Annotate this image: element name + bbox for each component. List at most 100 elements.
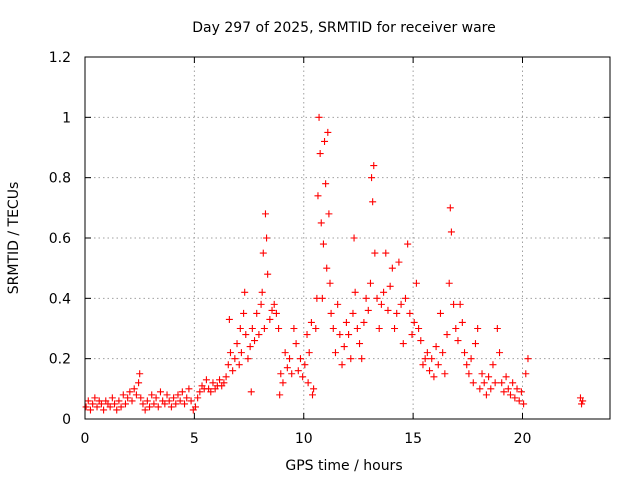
data-point: [489, 361, 497, 369]
data-point: [117, 403, 125, 411]
data-point: [132, 391, 140, 399]
data-point: [309, 391, 316, 399]
y-tick-label: 1: [62, 110, 71, 126]
data-point: [380, 288, 388, 296]
data-point: [322, 180, 330, 188]
data-point: [511, 394, 519, 402]
data-points: [82, 113, 587, 414]
data-point: [331, 349, 339, 357]
data-point: [275, 325, 283, 332]
y-tick-label: 0.4: [49, 291, 71, 307]
data-point: [498, 379, 506, 387]
data-point: [113, 406, 121, 414]
data-point: [233, 340, 241, 348]
data-point: [506, 391, 514, 399]
data-point: [290, 325, 298, 332]
data-point: [345, 331, 353, 339]
data-point: [137, 394, 145, 402]
data-point: [351, 288, 359, 296]
data-point: [108, 394, 116, 402]
data-point: [209, 379, 217, 387]
data-point: [136, 370, 144, 378]
data-point: [419, 361, 427, 369]
data-point: [299, 373, 307, 381]
data-point: [579, 397, 587, 405]
data-point: [434, 361, 442, 369]
data-point: [393, 309, 401, 317]
data-point: [165, 397, 173, 405]
data-point: [395, 258, 403, 266]
data-point: [502, 373, 510, 381]
data-point: [216, 376, 224, 384]
data-point: [202, 376, 210, 384]
data-point: [325, 210, 333, 218]
data-point: [163, 391, 171, 399]
data-point: [350, 234, 358, 242]
data-point: [315, 113, 323, 121]
data-point: [106, 403, 114, 411]
data-point: [353, 325, 361, 332]
data-point: [196, 388, 204, 396]
data-point: [476, 385, 484, 393]
data-point: [326, 279, 334, 287]
data-point: [471, 340, 479, 348]
data-point: [377, 300, 385, 308]
data-point: [152, 394, 160, 402]
data-point: [181, 400, 189, 408]
data-point: [185, 385, 193, 393]
data-point: [513, 385, 521, 393]
data-point: [174, 391, 182, 399]
data-point: [366, 279, 374, 287]
data-point: [504, 385, 512, 393]
data-point: [463, 361, 471, 369]
data-point: [126, 388, 134, 396]
data-point: [364, 306, 372, 314]
data-point: [111, 400, 119, 408]
data-point: [235, 361, 243, 369]
data-point: [222, 373, 230, 381]
data-point: [445, 279, 453, 287]
data-point: [426, 367, 434, 375]
data-point: [259, 249, 267, 257]
data-point: [417, 337, 425, 345]
x-tick-label: 5: [190, 431, 199, 447]
data-point: [324, 128, 332, 136]
data-point: [327, 309, 335, 317]
data-point: [382, 249, 390, 257]
data-point: [310, 385, 318, 393]
data-point: [294, 367, 302, 375]
data-point: [408, 331, 416, 339]
data-point: [167, 403, 175, 411]
data-point: [253, 309, 261, 317]
data-point: [347, 355, 355, 363]
data-point: [384, 306, 392, 314]
y-tick-label: 1.2: [49, 50, 71, 66]
data-point: [443, 331, 451, 339]
data-point: [283, 364, 291, 372]
data-point: [176, 397, 184, 405]
data-point: [146, 403, 154, 411]
data-point: [93, 403, 101, 411]
data-point: [329, 325, 337, 332]
data-point: [318, 294, 326, 302]
data-point: [480, 379, 488, 387]
y-axis-label: SRMTID / TECUs: [6, 182, 22, 295]
data-point: [415, 325, 423, 332]
data-point: [397, 300, 405, 308]
data-point: [172, 400, 180, 408]
data-point: [469, 379, 477, 387]
data-point: [286, 355, 294, 363]
data-point: [161, 400, 169, 408]
data-point: [452, 325, 460, 332]
data-point: [225, 315, 233, 323]
data-point: [338, 361, 346, 369]
data-point: [421, 355, 429, 363]
data-point: [404, 240, 412, 248]
data-point: [496, 349, 504, 357]
data-point: [263, 234, 271, 242]
data-point: [317, 219, 325, 227]
data-point: [410, 318, 418, 326]
data-point: [226, 349, 234, 357]
data-point: [509, 379, 517, 387]
data-point: [91, 394, 99, 402]
